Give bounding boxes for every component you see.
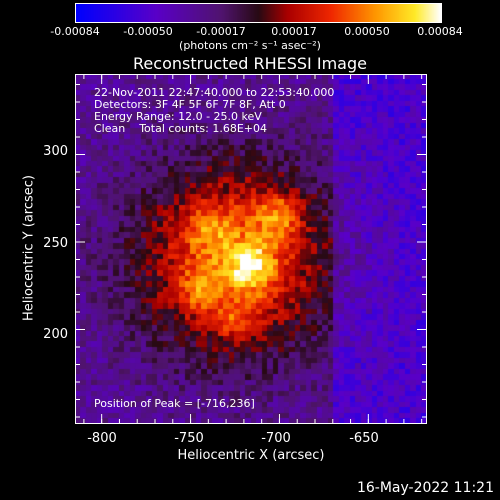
x-tick-label: -700 xyxy=(261,431,291,446)
colorbar-gradient xyxy=(76,4,441,22)
colorbar-tick: -0.00084 xyxy=(50,25,100,38)
annotation-clean-counts: Clean Total counts: 1.68E+04 xyxy=(94,122,268,135)
y-tick-label: 250 xyxy=(43,236,68,251)
plot-area xyxy=(75,74,427,424)
chart-title: Reconstructed RHESSI Image xyxy=(133,54,367,73)
colorbar xyxy=(75,3,442,23)
plot-axes xyxy=(75,74,427,424)
colorbar-tick: 0.00017 xyxy=(271,25,317,38)
x-tick-label: -800 xyxy=(87,431,117,446)
y-tick-label: 300 xyxy=(43,144,68,159)
x-tick-label: -650 xyxy=(349,431,379,446)
colorbar-tick: 0.00050 xyxy=(344,25,390,38)
x-tick-label: -750 xyxy=(174,431,204,446)
colorbar-units: (photons cm⁻² s⁻¹ asec⁻²) xyxy=(179,39,321,52)
y-axis-title: Heliocentric Y (arcsec) xyxy=(21,175,37,321)
y-tick-label: 200 xyxy=(43,327,68,342)
annotation-peak-position: Position of Peak = [-716,236] xyxy=(94,397,255,410)
colorbar-tick: -0.00017 xyxy=(196,25,246,38)
plot-frame xyxy=(75,74,427,424)
heatmap-image xyxy=(75,74,427,424)
x-axis-title: Heliocentric X (arcsec) xyxy=(177,448,325,463)
colorbar-tick: 0.00084 xyxy=(417,25,463,38)
annotation-energy-range: Energy Range: 12.0 - 25.0 keV xyxy=(94,110,262,123)
annotation-detectors: Detectors: 3F 4F 5F 6F 7F 8F, Att 0 xyxy=(94,98,286,111)
colorbar-tick: -0.00050 xyxy=(123,25,173,38)
annotation-time-range: 22-Nov-2011 22:47:40.000 to 22:53:40.000 xyxy=(94,86,335,99)
datestamp: 16-May-2022 11:21 xyxy=(356,480,494,496)
